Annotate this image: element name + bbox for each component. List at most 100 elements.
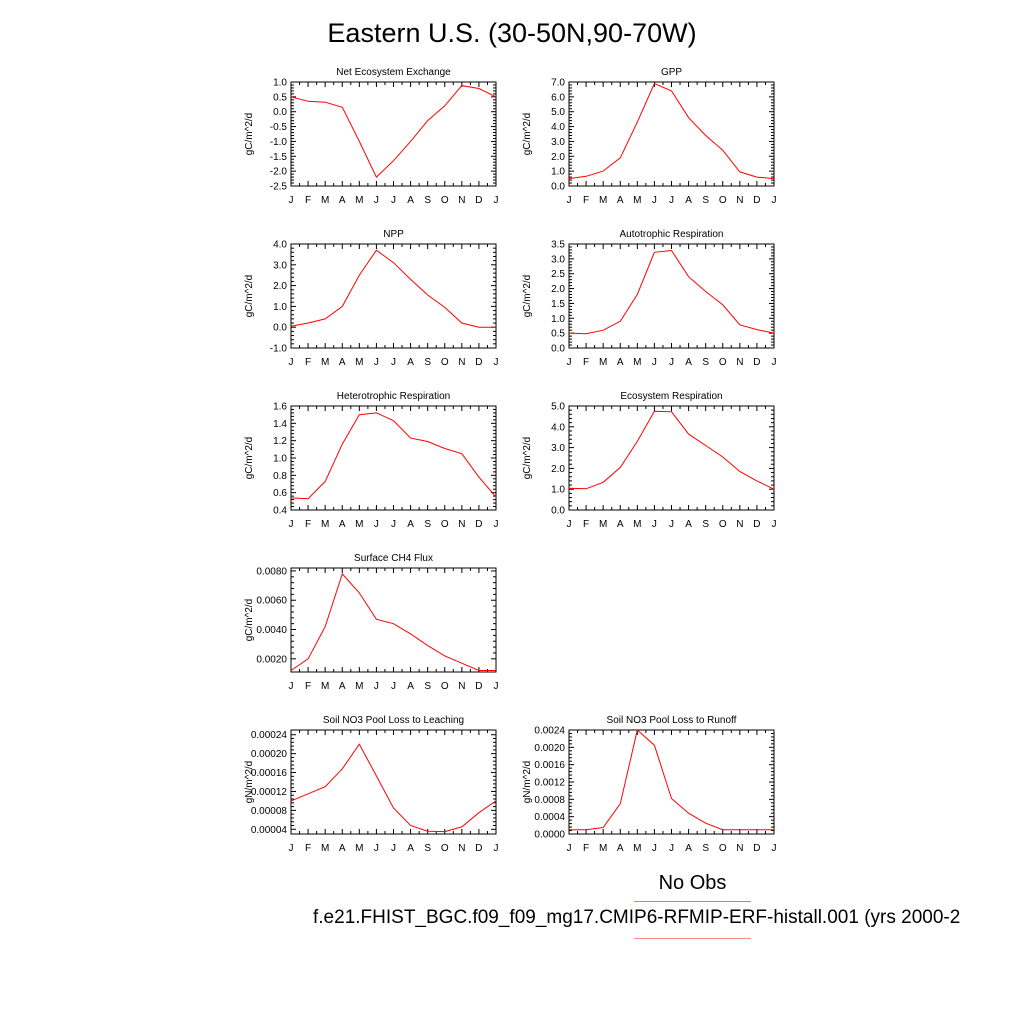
x-tick-label: S [424,519,431,530]
x-tick-label: M [321,195,329,206]
chart-title: Soil NO3 Pool Loss to Runoff [607,715,737,726]
x-tick-label: S [424,195,431,206]
x-tick-label: F [305,195,311,206]
x-tick-label: O [719,843,727,854]
x-tick-label: M [355,357,363,368]
y-tick-label: 0.0 [551,344,565,355]
y-tick-label: -1.5 [270,152,288,163]
chart-title: Net Ecosystem Exchange [336,67,451,78]
plot-frame [290,243,497,349]
x-tick-label: J [567,357,572,368]
x-tick-label: A [685,519,692,530]
y-tick-label: 3.0 [273,260,287,271]
y-tick-label: 1.6 [273,402,287,413]
x-tick-label: M [355,681,363,692]
x-tick-label: D [753,357,760,368]
y-tick-label: 3.0 [551,254,565,265]
x-tick-label: S [702,843,709,854]
x-tick-label: N [736,195,743,206]
x-tick-label: N [736,357,743,368]
x-tick-label: D [753,843,760,854]
x-tick-label: M [321,357,329,368]
y-tick-label: 5.0 [551,402,565,413]
x-tick-label: N [458,681,465,692]
x-tick-label: M [633,519,641,530]
x-tick-label: J [289,681,294,692]
y-tick-label: -2.0 [270,167,288,178]
x-tick-label: A [407,681,414,692]
x-tick-label: J [494,843,499,854]
y-tick-label: 0.6 [273,488,287,499]
x-tick-label: J [494,357,499,368]
x-tick-label: J [374,195,379,206]
y-tick-label: 0.0020 [534,743,565,754]
x-tick-label: A [339,519,346,530]
x-tick-label: M [633,195,641,206]
x-tick-label: N [736,519,743,530]
series-line [290,412,497,500]
series-line [290,249,496,328]
x-tick-label: M [633,357,641,368]
x-tick-label: D [475,843,482,854]
x-tick-label: J [567,195,572,206]
x-tick-label: J [289,195,294,206]
plot-frame [568,729,775,835]
y-tick-label: 1.0 [273,78,287,89]
y-axis-label: gC/m^2/d [244,113,255,156]
chart-title: NPP [383,229,404,240]
y-tick-label: 0.0 [551,506,565,517]
x-tick-label: J [669,843,674,854]
x-tick-label: J [494,519,499,530]
series-line [290,743,497,833]
y-tick-label: -0.5 [270,122,288,133]
y-tick-label: 0.4 [273,506,287,517]
x-tick-label: J [652,195,657,206]
y-tick-label: 0.0 [273,107,287,118]
y-axis-label: gC/m^2/d [244,275,255,318]
x-tick-label: N [458,519,465,530]
x-tick-label: J [289,519,294,530]
x-tick-label: J [567,843,572,854]
series-line [569,729,774,831]
y-axis-label: gN/m^2/d [244,761,255,804]
x-tick-label: J [391,195,396,206]
series-line [568,410,775,490]
y-tick-label: 0.8 [273,471,287,482]
x-tick-label: J [374,681,379,692]
y-tick-label: 0.00012 [251,787,288,798]
y-tick-label: 4.0 [551,422,565,433]
x-tick-label: N [458,843,465,854]
y-tick-label: 1.4 [273,419,287,430]
chart-title: GPP [661,67,682,78]
y-tick-label: 0.5 [273,92,287,103]
x-tick-label: M [355,195,363,206]
x-tick-label: M [321,681,329,692]
x-tick-label: J [374,843,379,854]
chart-title: Surface CH4 Flux [354,553,433,564]
x-tick-label: M [355,843,363,854]
y-tick-label: 5.0 [551,107,565,118]
x-tick-label: A [407,195,414,206]
series-line [290,572,496,671]
plot-frame [568,81,775,187]
y-tick-label: 0.00004 [251,825,288,836]
x-tick-label: J [652,843,657,854]
y-tick-label: 0.0000 [534,830,565,841]
y-tick-label: 2.0 [551,284,565,295]
x-tick-label: A [339,195,346,206]
y-tick-label: 2.5 [551,269,565,280]
x-tick-label: J [374,519,379,530]
x-tick-label: M [599,843,607,854]
x-tick-label: M [321,519,329,530]
x-tick-label: J [669,519,674,530]
x-tick-label: O [719,519,727,530]
chart-title: Soil NO3 Pool Loss to Leaching [323,715,464,726]
x-tick-label: M [355,519,363,530]
x-tick-label: O [441,519,449,530]
x-tick-label: S [424,681,431,692]
series-line [568,249,775,335]
x-tick-label: O [441,843,449,854]
